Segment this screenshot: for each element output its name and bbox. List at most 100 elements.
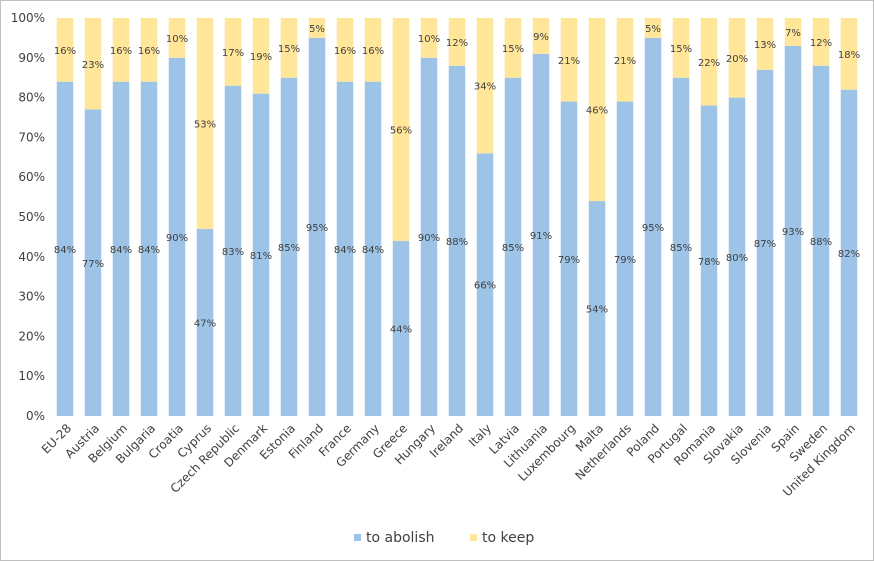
bar-to-keep xyxy=(56,18,74,82)
bar-to-keep xyxy=(476,18,494,154)
data-label-to-abolish: 90% xyxy=(166,233,188,244)
bar-to-abolish xyxy=(196,228,214,416)
bar-to-keep xyxy=(756,18,774,70)
bar-to-keep xyxy=(168,18,186,58)
data-label-to-keep: 10% xyxy=(418,34,440,45)
bar-to-abolish xyxy=(308,37,326,417)
bar-to-keep xyxy=(616,18,634,102)
bar-to-abolish xyxy=(644,37,662,417)
bar-to-keep xyxy=(700,18,718,106)
data-label-to-keep: 7% xyxy=(785,28,801,39)
data-label-to-abolish: 87% xyxy=(754,239,776,250)
data-label-to-abolish: 79% xyxy=(558,255,580,266)
data-label-to-keep: 22% xyxy=(698,58,720,69)
data-label-to-abolish: 95% xyxy=(642,223,664,234)
bar-to-keep xyxy=(784,18,802,46)
data-label-to-keep: 15% xyxy=(278,44,300,55)
data-labels-layer: 84% 16% 77% 23% 84% 16% 84% 16% 90% 10% 47% 53% 83% 1… xyxy=(54,24,860,335)
data-label-to-abolish: 91% xyxy=(530,231,552,242)
data-label-to-abolish: 44% xyxy=(390,324,412,335)
y-tick-label: 80% xyxy=(18,91,45,105)
bar-to-keep xyxy=(280,18,298,78)
data-label-to-abolish: 83% xyxy=(222,247,244,258)
data-label-to-keep: 15% xyxy=(670,44,692,55)
data-label-to-abolish: 77% xyxy=(82,259,104,270)
data-label-to-keep: 16% xyxy=(334,46,356,57)
bar-to-keep xyxy=(112,18,130,82)
data-label-to-abolish: 81% xyxy=(250,251,272,262)
bar-to-abolish xyxy=(280,77,298,416)
legend-swatch xyxy=(354,534,361,541)
bar-to-keep xyxy=(560,18,578,102)
data-label-to-abolish: 84% xyxy=(334,245,356,256)
y-axis: 0% 10% 20% 30% 40% 50% 60% 70% 80% 90% 100% xyxy=(11,11,45,423)
bar-to-abolish xyxy=(672,77,690,416)
x-axis: EU-28AustriaBelgiumBulgariaCroatiaCyprus… xyxy=(39,421,858,499)
data-label-to-abolish: 84% xyxy=(110,245,132,256)
bar-to-abolish xyxy=(364,81,382,417)
bar-to-keep xyxy=(644,18,662,38)
data-label-to-abolish: 85% xyxy=(278,243,300,254)
data-label-to-keep: 12% xyxy=(810,38,832,49)
legend-label: to abolish xyxy=(366,530,434,546)
bar-to-abolish xyxy=(392,240,410,416)
bar-to-abolish xyxy=(560,101,578,416)
bar-to-abolish xyxy=(588,201,606,416)
data-label-to-keep: 9% xyxy=(533,32,549,43)
data-label-to-abolish: 80% xyxy=(726,253,748,264)
data-label-to-keep: 20% xyxy=(726,54,748,65)
data-label-to-keep: 13% xyxy=(754,40,776,51)
data-label-to-abolish: 88% xyxy=(810,237,832,248)
data-label-to-abolish: 88% xyxy=(446,237,468,248)
bar-to-keep xyxy=(448,18,466,66)
y-tick-label: 0% xyxy=(26,409,45,423)
bar-to-abolish xyxy=(140,81,158,417)
bar-to-keep xyxy=(364,18,382,82)
data-label-to-abolish: 85% xyxy=(670,243,692,254)
data-label-to-abolish: 54% xyxy=(586,305,608,316)
bar-to-abolish xyxy=(112,81,130,417)
y-tick-label: 70% xyxy=(18,130,45,144)
data-label-to-abolish: 95% xyxy=(306,223,328,234)
data-label-to-keep: 18% xyxy=(838,50,860,61)
bar-to-abolish xyxy=(252,93,270,417)
bar-to-abolish xyxy=(728,97,746,416)
bar-to-abolish xyxy=(56,81,74,417)
y-tick-label: 20% xyxy=(18,329,45,343)
bar-to-keep xyxy=(308,18,326,38)
bar-to-keep xyxy=(224,18,242,86)
y-tick-label: 100% xyxy=(11,11,45,25)
bar-to-abolish xyxy=(476,153,494,416)
bar-to-abolish xyxy=(448,65,466,416)
bar-to-abolish xyxy=(784,45,802,417)
y-tick-label: 90% xyxy=(18,51,45,65)
data-label-to-keep: 16% xyxy=(138,46,160,57)
bars-layer xyxy=(56,18,858,417)
data-label-to-abolish: 85% xyxy=(502,243,524,254)
bar-to-abolish xyxy=(616,101,634,416)
bar-to-keep xyxy=(728,18,746,98)
bar-to-keep xyxy=(812,18,830,66)
bar-to-keep xyxy=(140,18,158,82)
data-label-to-keep: 5% xyxy=(309,24,325,35)
bar-to-keep xyxy=(672,18,690,78)
y-tick-label: 30% xyxy=(18,290,45,304)
data-label-to-keep: 16% xyxy=(110,46,132,57)
bar-to-abolish xyxy=(504,77,522,416)
bar-to-keep xyxy=(420,18,438,58)
data-label-to-keep: 21% xyxy=(614,56,636,67)
data-label-to-keep: 53% xyxy=(194,119,216,130)
data-label-to-abolish: 84% xyxy=(362,245,384,256)
bar-to-abolish xyxy=(756,69,774,417)
data-label-to-abolish: 66% xyxy=(474,281,496,292)
bar-to-keep xyxy=(504,18,522,78)
bar-to-abolish xyxy=(700,105,718,416)
bar-to-keep xyxy=(588,18,606,202)
legend: to abolish to keep xyxy=(354,530,534,546)
bar-to-abolish xyxy=(224,85,242,416)
y-tick-label: 60% xyxy=(18,170,45,184)
data-label-to-keep: 56% xyxy=(390,125,412,136)
data-label-to-keep: 19% xyxy=(250,52,272,63)
